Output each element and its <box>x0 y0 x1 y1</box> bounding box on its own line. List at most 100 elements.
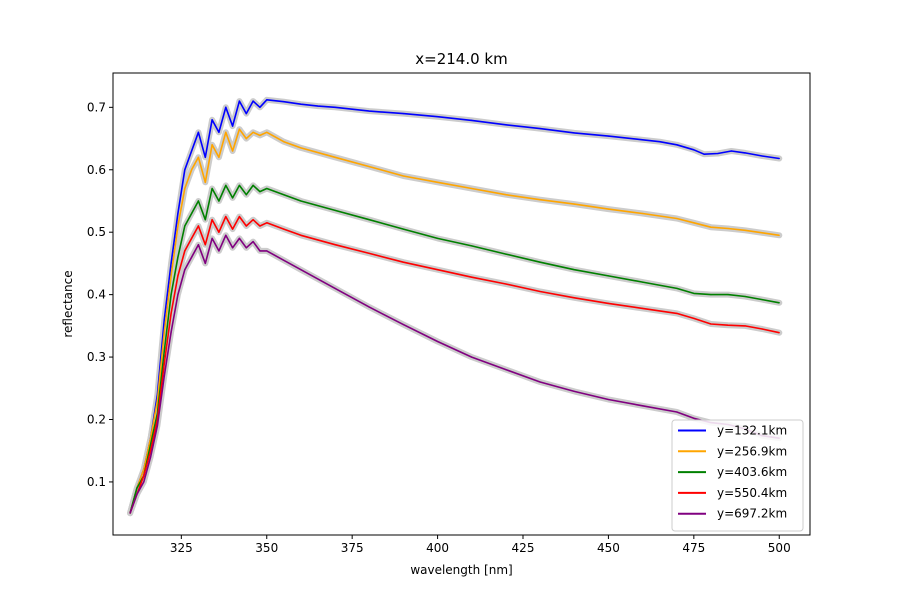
x-tick-label: 375 <box>341 541 364 555</box>
data-point <box>245 225 247 227</box>
y-tick-label: 0.2 <box>87 413 106 427</box>
data-point <box>238 237 240 239</box>
data-point <box>505 124 507 126</box>
data-point <box>505 194 507 196</box>
data-point <box>471 119 473 121</box>
series-lines <box>129 99 780 514</box>
data-point <box>607 302 610 304</box>
data-point <box>703 153 705 155</box>
data-point <box>300 200 302 202</box>
data-point <box>505 283 507 285</box>
data-point <box>778 332 780 334</box>
data-point <box>163 375 165 377</box>
data-point <box>539 290 541 293</box>
series-line <box>129 99 780 514</box>
data-point <box>211 144 213 146</box>
data-point <box>710 294 712 296</box>
data-point <box>727 294 729 296</box>
data-point <box>245 138 247 140</box>
data-point <box>191 237 193 239</box>
legend-label: y=256.9km <box>717 444 787 458</box>
plot-frame <box>112 72 811 536</box>
legend: y=132.1km y=256.9km y=403.6km y=550.4km y=69… <box>671 419 804 532</box>
data-point <box>659 141 661 143</box>
data-point <box>184 169 186 171</box>
y-tick-label: 0.7 <box>87 100 106 114</box>
data-point <box>259 106 261 108</box>
data-point <box>150 450 152 452</box>
data-point <box>238 100 240 102</box>
x-tick-label: 475 <box>682 541 705 555</box>
series-line <box>129 184 780 514</box>
data-point <box>232 228 234 230</box>
data-point <box>197 156 199 158</box>
data-point <box>136 493 138 495</box>
data-point <box>197 131 199 133</box>
data-point <box>334 156 336 158</box>
data-point <box>238 216 240 218</box>
data-point <box>225 234 227 236</box>
data-point <box>744 295 746 298</box>
data-point <box>402 324 404 326</box>
data-point <box>676 144 678 146</box>
data-point <box>402 113 404 115</box>
data-point <box>539 381 541 383</box>
data-point <box>744 229 746 231</box>
data-point <box>129 512 131 514</box>
data-point <box>283 101 285 103</box>
data-point <box>211 237 213 239</box>
data-point <box>471 276 473 278</box>
data-point <box>163 350 165 352</box>
data-point <box>163 319 165 321</box>
data-point <box>177 212 179 215</box>
data-point <box>197 225 199 227</box>
x-tick-label: 400 <box>426 541 449 555</box>
data-point <box>177 256 179 258</box>
data-point <box>693 417 695 419</box>
data-point <box>317 105 319 107</box>
data-point <box>252 241 254 243</box>
data-point <box>211 187 213 190</box>
data-point <box>184 225 186 227</box>
data-point <box>642 405 644 407</box>
data-point <box>225 106 227 108</box>
data-point <box>225 131 227 133</box>
data-point <box>143 481 145 483</box>
data-point <box>150 456 152 458</box>
data-point <box>204 262 206 264</box>
data-point <box>170 331 172 333</box>
data-point <box>573 390 575 392</box>
data-point <box>676 312 678 314</box>
data-point <box>402 228 404 230</box>
data-point <box>607 135 610 137</box>
data-point <box>283 228 285 230</box>
data-point <box>283 141 285 143</box>
data-point <box>204 156 206 158</box>
data-point <box>368 219 370 221</box>
data-point <box>573 269 575 271</box>
data-point <box>259 250 261 252</box>
data-point <box>607 208 610 210</box>
data-point <box>143 475 145 477</box>
data-point <box>238 128 240 130</box>
data-point <box>232 247 234 249</box>
data-point <box>300 147 302 149</box>
y-tick-label: 0.6 <box>87 163 106 177</box>
data-point <box>218 231 220 233</box>
data-point <box>573 297 575 299</box>
y-tick-label: 0.3 <box>87 350 106 364</box>
data-point <box>150 443 152 446</box>
data-point <box>437 116 439 118</box>
data-point <box>642 212 644 215</box>
data-point <box>730 150 733 152</box>
data-point <box>197 200 199 202</box>
data-point <box>259 191 261 193</box>
data-point <box>191 150 193 152</box>
data-point <box>184 269 186 271</box>
data-point <box>368 166 370 168</box>
data-point <box>204 181 206 183</box>
x-tick-label: 350 <box>255 541 278 555</box>
data-point <box>170 294 172 296</box>
data-point <box>334 209 336 211</box>
